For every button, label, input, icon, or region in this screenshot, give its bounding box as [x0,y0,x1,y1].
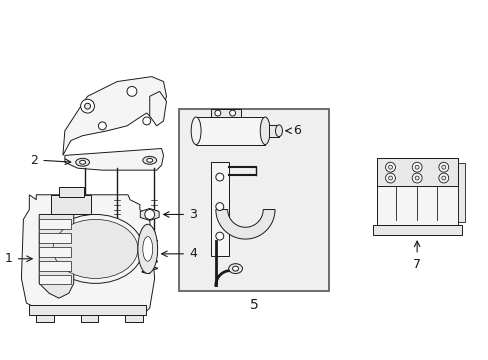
Bar [376,158,457,186]
Ellipse shape [48,215,142,283]
Bar [196,117,264,145]
Bar [39,261,71,271]
Bar [59,187,83,197]
Polygon shape [39,215,74,298]
Circle shape [388,165,392,169]
Polygon shape [21,195,154,313]
Circle shape [81,99,94,113]
Bar [268,125,279,137]
Circle shape [215,232,224,240]
Ellipse shape [275,125,282,137]
Circle shape [84,103,90,109]
Circle shape [98,122,106,130]
Bar [36,315,54,322]
Ellipse shape [138,224,157,274]
Bar [210,162,228,256]
Bar [81,315,98,322]
Ellipse shape [80,160,85,164]
Circle shape [411,162,421,172]
Bar [125,315,142,322]
Text: 2: 2 [30,154,38,167]
Ellipse shape [146,158,152,162]
Circle shape [127,86,137,96]
Text: 3: 3 [189,208,197,221]
Polygon shape [149,91,166,126]
Circle shape [438,162,448,172]
Circle shape [385,162,395,172]
Circle shape [388,176,392,180]
Bar [372,225,461,235]
Bar [457,163,465,222]
Text: 1: 1 [5,252,13,265]
Circle shape [385,173,395,183]
Polygon shape [140,208,159,220]
Polygon shape [215,210,274,239]
Circle shape [142,117,150,125]
Bar [376,158,457,225]
Bar [39,219,71,229]
Text: 4: 4 [189,247,197,260]
Ellipse shape [260,117,269,145]
Circle shape [215,203,224,211]
Ellipse shape [76,158,89,166]
Bar [210,109,240,117]
Text: 5: 5 [249,298,258,312]
Circle shape [441,165,445,169]
Circle shape [214,110,220,116]
Bar [51,195,90,215]
Bar [39,275,71,284]
Circle shape [414,176,418,180]
Text: 7: 7 [412,258,420,271]
Circle shape [411,173,421,183]
Circle shape [144,210,154,219]
Polygon shape [63,77,166,156]
Ellipse shape [142,237,152,261]
Bar [39,233,71,243]
Circle shape [414,165,418,169]
Ellipse shape [53,219,138,278]
Circle shape [438,173,448,183]
Bar [29,305,145,315]
Circle shape [215,173,224,181]
Polygon shape [65,148,163,170]
Ellipse shape [142,156,156,164]
Ellipse shape [232,266,238,271]
Bar [39,247,71,257]
Ellipse shape [228,264,242,274]
Ellipse shape [191,117,201,145]
Circle shape [229,110,235,116]
Text: 6: 6 [292,124,300,137]
Circle shape [441,176,445,180]
Bar [179,109,328,291]
